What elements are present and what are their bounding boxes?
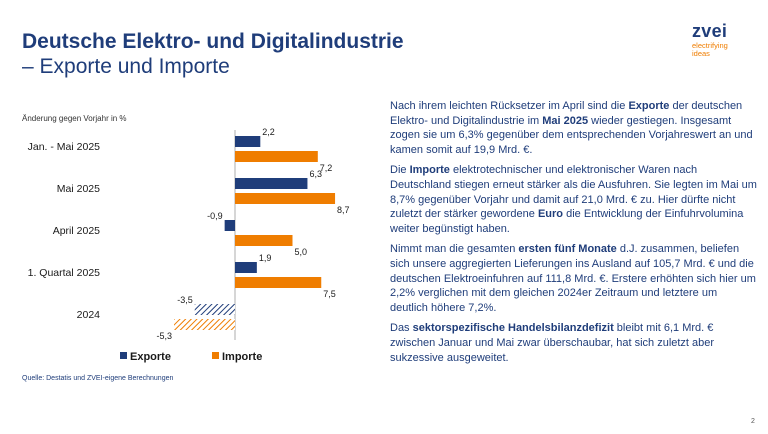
bold-text: Importe — [409, 164, 450, 177]
paragraph-1: Nach ihrem leichten Rücksetzer im April … — [390, 99, 758, 157]
category-label: Jan. - Mai 2025 — [28, 141, 101, 153]
data-label: 7,2 — [320, 163, 333, 173]
paragraph-4: Das sektorspezifische Handelsbilanzdefiz… — [390, 321, 758, 365]
slide-title: Deutsche Elektro- und Digitalindustrie –… — [22, 30, 404, 80]
legend-label: Exporte — [130, 351, 171, 363]
data-label: 7,5 — [323, 289, 336, 299]
data-label: 1,9 — [259, 253, 272, 263]
title-line-1: Deutsche Elektro- und Digitalindustrie — [22, 30, 404, 53]
paragraph-text: elektrotechnischer und elektronischer Wa… — [390, 164, 757, 221]
data-label: 6,3 — [309, 169, 322, 179]
title-line-2: – Exporte und Importe — [22, 55, 230, 78]
paragraph-text: bleibt mit 6,1 Mrd. € zwischen Januar un… — [390, 322, 715, 364]
import-bar — [235, 193, 336, 204]
bold-text: Euro — [537, 208, 564, 221]
category-label: 2024 — [77, 309, 101, 321]
page-number: 2 — [751, 418, 755, 425]
paragraph-text: Die — [390, 164, 410, 177]
category-label: Mai 2025 — [57, 183, 100, 195]
logo-tagline-1: electrifying — [692, 41, 728, 50]
data-label: 8,7 — [337, 205, 350, 215]
paragraph-text: der deutschen Elektro- und Digitalindust… — [390, 100, 743, 127]
bold-text: sektorspezifische Handelsbilanzdefizit — [412, 322, 614, 335]
export-bar — [235, 262, 257, 273]
zvei-logo: zvei electrifying ideas — [692, 22, 752, 58]
bold-text: Mai 2025 — [542, 114, 589, 127]
data-label: -0,9 — [207, 211, 223, 221]
paragraph-3: Nimmt man die gesamten ersten fünf Monat… — [390, 242, 758, 315]
data-label: -5,3 — [157, 331, 173, 341]
chart-caption: Änderung gegen Vorjahr in % — [22, 114, 127, 123]
paragraph-text: Nach ihrem leichten Rücksetzer im April … — [390, 100, 629, 112]
category-label: April 2025 — [53, 225, 100, 237]
logo-word: zvei — [692, 21, 728, 41]
bar-chart: Jan. - Mai 2025 2,2 7,2 Mai 2025 6,3 8,7 April… — [28, 127, 350, 363]
data-label: -3,5 — [177, 295, 193, 305]
source-note: Quelle: Destatis und ZVEI-eigene Berechn… — [22, 375, 174, 382]
logo-tagline-2: ideas — [692, 49, 710, 58]
paragraph-2: Die Importe elektrotechnischer und elekt… — [390, 163, 758, 236]
paragraph-text: die Entwicklung der Einfuhrvolumina weit… — [390, 208, 744, 235]
export-bar — [235, 178, 308, 189]
paragraph-text: Nimmt man die gesamten — [390, 243, 519, 256]
legend-label: Importe — [222, 351, 262, 363]
category-label: 1. Quartal 2025 — [28, 267, 101, 279]
data-label: 2,2 — [262, 127, 275, 137]
chart-area: Änderung gegen Vorjahr in % Jan. - Mai 2… — [0, 108, 380, 388]
import-bar — [235, 151, 318, 162]
data-label: 5,0 — [295, 247, 308, 257]
paragraph-text: Das — [390, 322, 413, 335]
import-bar — [174, 319, 235, 330]
legend-swatch — [212, 352, 219, 359]
legend-swatch — [120, 352, 127, 359]
export-bar — [194, 304, 235, 315]
bold-text: ersten fünf Monate — [518, 243, 617, 256]
paragraph-text: wieder gestiegen. Insgesamt zogen sie um… — [390, 114, 753, 156]
export-bar — [235, 136, 261, 147]
import-bar — [235, 277, 322, 288]
export-bar — [224, 220, 235, 231]
text-panel: Nach ihrem leichten Rücksetzer im April … — [390, 99, 758, 371]
bold-text: Exporte — [628, 100, 670, 112]
import-bar — [235, 235, 293, 246]
paragraph-text: d.J. zusammen, beliefen sich unsere aggr… — [390, 243, 756, 314]
